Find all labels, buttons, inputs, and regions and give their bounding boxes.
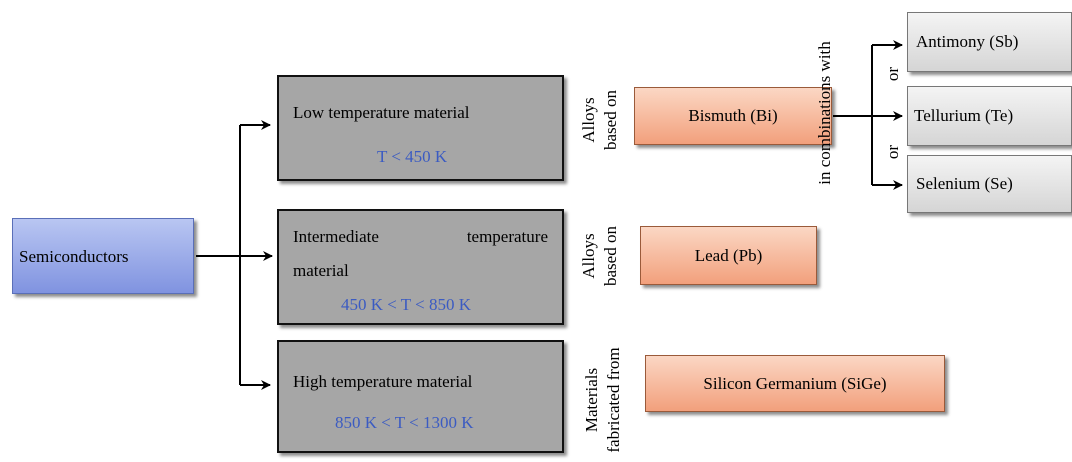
silicon-germanium-label: Silicon Germanium (SiGe) (703, 373, 887, 393)
intermediate-range: 450 K < T < 850 K (341, 295, 471, 314)
relation-2-line1: Alloys (579, 233, 598, 279)
or-label-2: or (883, 144, 902, 160)
combination-label: in combinations with (815, 41, 834, 185)
tellurium-label: Tellurium (Te) (914, 106, 1014, 125)
relation-3-line1: Materials (582, 367, 601, 433)
lead-label: Lead (Pb) (694, 245, 763, 265)
tellurium-box: Tellurium (Te) (907, 86, 1072, 146)
semiconductors-label: Semiconductors (19, 247, 129, 266)
low-temperature-title: Low temperature material (293, 103, 470, 122)
relation-label-2: Alloys based on (578, 216, 624, 296)
relation-2-line2: based on (601, 226, 620, 286)
relation-label-1: Alloys based on (578, 80, 624, 160)
selenium-label: Selenium (Se) (916, 174, 1013, 193)
high-temperature-title: High temperature material (293, 372, 473, 391)
low-temperature-range: T < 450 K (377, 147, 448, 166)
silicon-germanium-box: Silicon Germanium (SiGe) (645, 355, 945, 412)
relation-label-3: Materials fabricated from (581, 338, 627, 462)
intermediate-temperature-box: Intermediate temperature material 450 K … (277, 209, 564, 325)
intermediate-title-line2: material (293, 261, 349, 280)
relation-1-line1: Alloys (579, 97, 598, 143)
or-label-1: or (883, 66, 902, 82)
intermediate-title-right: temperature (466, 227, 548, 246)
low-temperature-box: Low temperature material T < 450 K (277, 75, 564, 181)
lead-box: Lead (Pb) (640, 226, 817, 285)
bismuth-label: Bismuth (Bi) (688, 106, 778, 125)
antimony-box: Antimony (Sb) (907, 12, 1072, 72)
relation-3-line2: fabricated from (604, 347, 623, 453)
antimony-label: Antimony (Sb) (916, 32, 1019, 51)
relation-1-line2: based on (601, 90, 620, 150)
selenium-box: Selenium (Se) (907, 155, 1072, 213)
high-temperature-box: High temperature material 850 K < T < 13… (277, 340, 564, 453)
bismuth-box: Bismuth (Bi) (634, 87, 832, 145)
high-temperature-range: 850 K < T < 1300 K (335, 413, 474, 432)
semiconductors-box: Semiconductors (12, 218, 194, 294)
intermediate-title-left: Intermediate (293, 227, 379, 246)
